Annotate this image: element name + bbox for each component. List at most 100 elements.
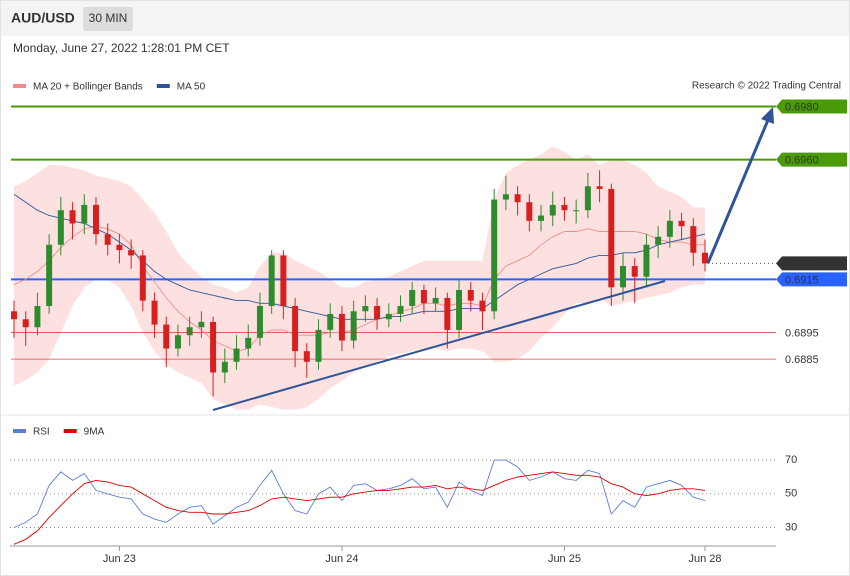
level-label-box [776,99,847,114]
candle-body [409,290,416,306]
candle-body [139,255,146,301]
y-tick-label: 30 [785,521,797,533]
x-tick-label: Jun 23 [103,553,136,565]
candle-body [479,300,486,312]
moving-average [13,225,705,352]
candle-body [92,204,99,235]
legend-label: MA 50 [177,82,206,93]
level-label: 0.6980 [785,101,819,113]
legend-label: 9MA [84,427,105,438]
candle-body [81,204,88,224]
candle-body [573,210,580,212]
candle-body [702,252,708,264]
candle-body [385,313,392,320]
price-panel: 0.6980 0.6960 0.6921 0.6915 0.6895 0.6885 MA … [11,82,847,411]
candle-body [69,210,76,224]
candle-body [397,305,404,314]
candle-body [11,311,17,320]
level-label: 0.6921 [785,258,819,270]
legend-swatch [156,84,170,88]
candle-body [350,311,357,341]
trend-line [212,280,666,411]
candle-body [655,236,662,245]
candle-body [104,234,111,245]
legend-label: RSI [33,427,50,438]
timeframe-button[interactable] [83,7,133,31]
legend-swatch [13,84,26,88]
timeframe[interactable]: 30 MIN [89,11,128,25]
candle-body [432,297,439,304]
candle-body [491,199,498,312]
candle-body [631,266,638,277]
credit: Research © 2022 Trading Central [692,81,841,92]
candle-body [128,250,135,256]
candle-body [666,220,673,237]
arrow-head [761,107,774,124]
header-bar [1,1,849,36]
candle-body [538,215,545,221]
datetime: Monday, June 27, 2022 1:28:01 PM CET [13,41,230,55]
candle-body [151,300,158,325]
candle-body [303,351,310,362]
candle-body [374,305,381,320]
candle-body [233,348,240,362]
candle-body [292,305,299,352]
level-label: 0.6895 [785,327,819,339]
candle-body [174,335,181,349]
candle-body [596,186,603,189]
y-tick-label: 70 [785,454,797,466]
candle-body [561,204,568,211]
y-tick-label: 50 [785,488,797,500]
level-label-box [776,256,847,271]
moving-average [13,193,706,320]
candle-body [526,202,533,221]
x-tick-label: Jun 24 [325,553,358,565]
candle-body [163,324,170,349]
candle-body [584,186,591,211]
legend-swatch [63,429,77,433]
candle-body [327,313,334,330]
rsi-panel: 30 50 70 RSI 9MA [10,427,797,545]
level-label: 0.6885 [785,354,819,366]
rsi-line [13,459,706,528]
legend-label: MA 20 + Bollinger Bands [33,82,143,93]
candle-body [22,319,29,328]
legend-swatch [13,429,26,433]
candle-body [690,226,697,253]
candle-body [678,220,685,227]
candle-body [338,313,345,341]
candle-body [186,327,193,336]
candle-body [280,255,287,306]
candle-body [256,305,263,338]
candle-body [456,290,463,330]
candle-body [34,305,41,328]
candle-body [57,210,64,245]
level-label: 0.6960 [785,155,819,167]
rsi-line [13,471,706,545]
candle-body [549,204,556,216]
candle-body [502,194,509,200]
candle-body [221,361,228,373]
level-label-box [776,152,847,167]
level-label-box [776,272,847,287]
candle-body [116,244,123,251]
candle-body [268,255,275,306]
candle-body [46,244,53,306]
candle-body [210,321,217,373]
candle-body [643,244,650,277]
candle-body [315,329,322,362]
candle-body [420,290,427,304]
candle-body [467,290,474,301]
forecast-arrow [706,119,770,264]
candle-body [245,337,252,349]
symbol: AUD/USD [11,10,75,26]
candle-body [608,188,615,288]
x-tick-label: Jun 25 [548,553,581,565]
level-label: 0.6915 [785,274,819,286]
candle-body [620,266,627,288]
candle-body [444,297,451,330]
candle-body [362,305,369,312]
candle-body [198,321,205,328]
annotations [212,107,774,411]
